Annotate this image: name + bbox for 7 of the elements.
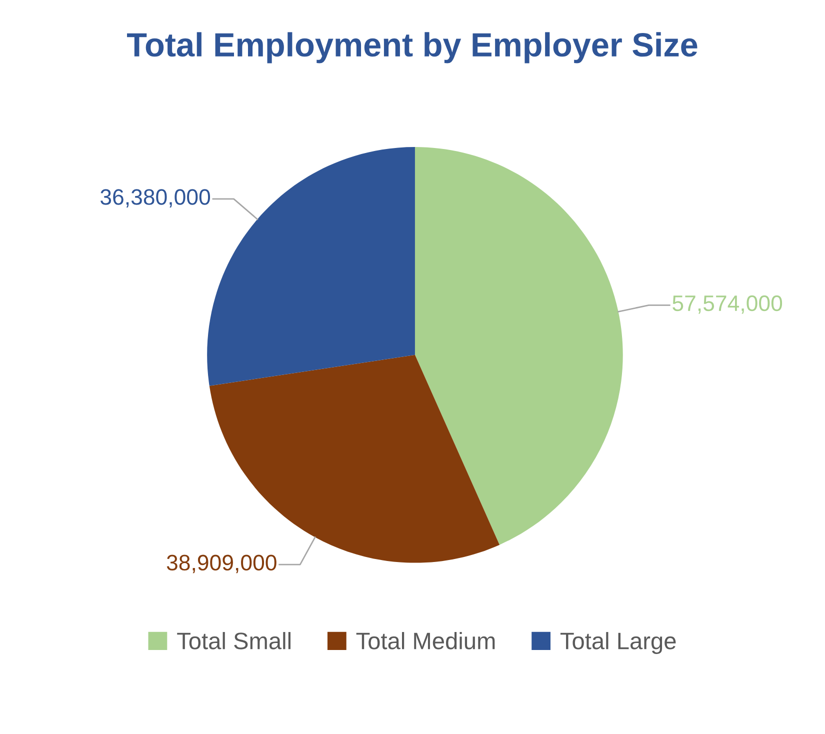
data-label: 38,909,000 [166,554,276,574]
legend-label: Total Large [560,632,676,654]
legend-label: Total Small [177,632,290,650]
chart-title: Total Employment by Employer Size [127,32,698,64]
data-label: 36,380,000 [100,189,210,208]
data-label: 57,574,000 [672,295,782,314]
legend-label: Total Medium [356,632,495,650]
